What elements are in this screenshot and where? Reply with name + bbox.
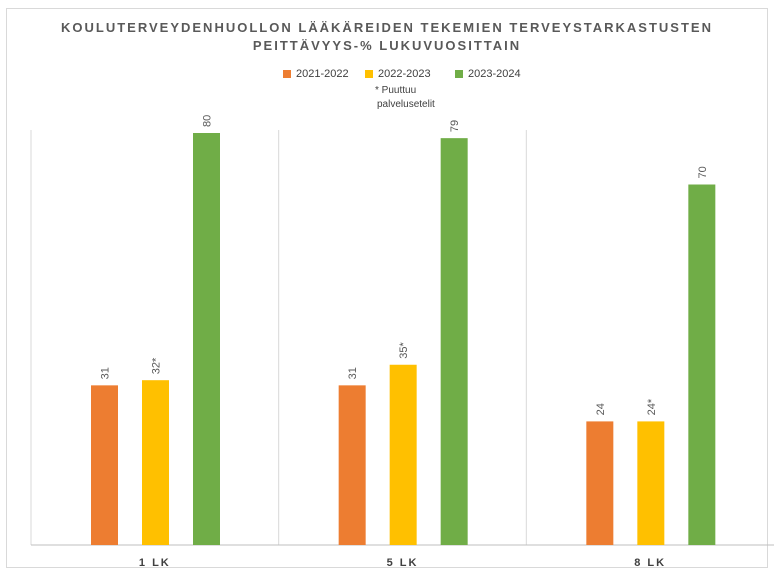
chart-frame	[6, 8, 768, 568]
data-label: 24	[595, 403, 607, 415]
chart-title-line1: KOULUTERVEYDENHUOLLON LÄÄKÄREIDEN TEKEMI…	[61, 20, 713, 35]
bar-2023-2024-1-lk	[193, 133, 220, 545]
legend-swatch	[455, 70, 463, 79]
legend-item-2021-2022: 2021-2022	[283, 68, 349, 80]
data-label: 70	[697, 166, 709, 178]
x-tick-label: 1 LK	[139, 557, 171, 569]
legend-label: 2021-2022	[296, 68, 349, 80]
bar-2022-2023-5-lk	[389, 364, 417, 545]
legend-label: 2022-2023	[378, 68, 431, 80]
legend-swatch	[365, 70, 373, 79]
bar-2021-2022-1-lk	[91, 385, 118, 545]
bar-2021-2022-5-lk	[338, 385, 366, 545]
data-label: 79	[449, 120, 461, 132]
bar-2023-2024-5-lk	[440, 138, 468, 545]
legend-item-2022-2023: 2022-2023	[365, 68, 431, 80]
data-label: 31	[100, 367, 112, 379]
data-label: 35*	[398, 342, 410, 359]
data-label: 31	[347, 367, 359, 379]
bar-2022-2023-8-lk	[637, 421, 665, 545]
chart-title-line2: PEITTÄVYYS-% LUKUVUOSITTAIN	[252, 38, 522, 53]
bar-2022-2023-1-lk	[142, 380, 169, 545]
bar-2021-2022-8-lk	[586, 421, 614, 545]
legend-swatch	[283, 70, 291, 79]
legend-item-2023-2024: 2023-2024	[455, 68, 521, 80]
x-tick-label: 8 LK	[634, 557, 666, 569]
legend-note-line2: palvelusetelit	[377, 99, 435, 110]
data-label: 80	[202, 115, 214, 127]
x-tick-label: 5 LK	[387, 557, 419, 569]
data-label: 32*	[151, 357, 163, 374]
bar-2023-2024-8-lk	[688, 184, 716, 545]
data-label: 24*	[646, 398, 658, 415]
legend-note-line1: * Puuttuu	[375, 85, 417, 96]
legend-label: 2023-2024	[468, 68, 521, 80]
